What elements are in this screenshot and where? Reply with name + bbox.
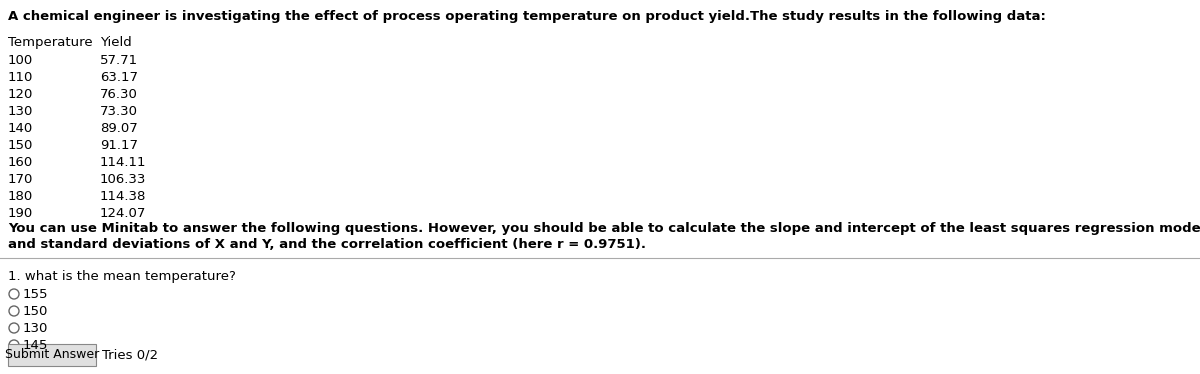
- Text: 114.38: 114.38: [100, 190, 146, 203]
- Text: 76.30: 76.30: [100, 88, 138, 101]
- Text: 180: 180: [8, 190, 34, 203]
- Text: 1. what is the mean temperature?: 1. what is the mean temperature?: [8, 270, 236, 283]
- Text: 160: 160: [8, 156, 34, 169]
- Text: 100: 100: [8, 54, 34, 67]
- Text: 91.17: 91.17: [100, 139, 138, 152]
- Text: 150: 150: [8, 139, 34, 152]
- Text: 130: 130: [8, 105, 34, 118]
- Text: 124.07: 124.07: [100, 207, 146, 220]
- Text: 63.17: 63.17: [100, 71, 138, 84]
- Text: 120: 120: [8, 88, 34, 101]
- Text: Tries 0/2: Tries 0/2: [102, 349, 158, 362]
- Text: Yield: Yield: [100, 36, 132, 49]
- Text: and standard deviations of X and Y, and the correlation coefficient (here r = 0.: and standard deviations of X and Y, and …: [8, 238, 646, 251]
- Text: 170: 170: [8, 173, 34, 186]
- Text: 89.07: 89.07: [100, 122, 138, 135]
- Text: 145: 145: [23, 339, 48, 352]
- Text: 130: 130: [23, 322, 48, 335]
- Text: 114.11: 114.11: [100, 156, 146, 169]
- Text: 155: 155: [23, 288, 48, 301]
- Text: You can use Minitab to answer the following questions. However, you should be ab: You can use Minitab to answer the follow…: [8, 222, 1200, 235]
- Text: 110: 110: [8, 71, 34, 84]
- Text: A chemical engineer is investigating the effect of process operating temperature: A chemical engineer is investigating the…: [8, 10, 1046, 23]
- Text: 150: 150: [23, 305, 48, 318]
- Text: 57.71: 57.71: [100, 54, 138, 67]
- Text: Temperature: Temperature: [8, 36, 92, 49]
- Text: 190: 190: [8, 207, 34, 220]
- Text: 140: 140: [8, 122, 34, 135]
- Text: 106.33: 106.33: [100, 173, 146, 186]
- Text: Submit Answer: Submit Answer: [5, 349, 100, 362]
- Text: 73.30: 73.30: [100, 105, 138, 118]
